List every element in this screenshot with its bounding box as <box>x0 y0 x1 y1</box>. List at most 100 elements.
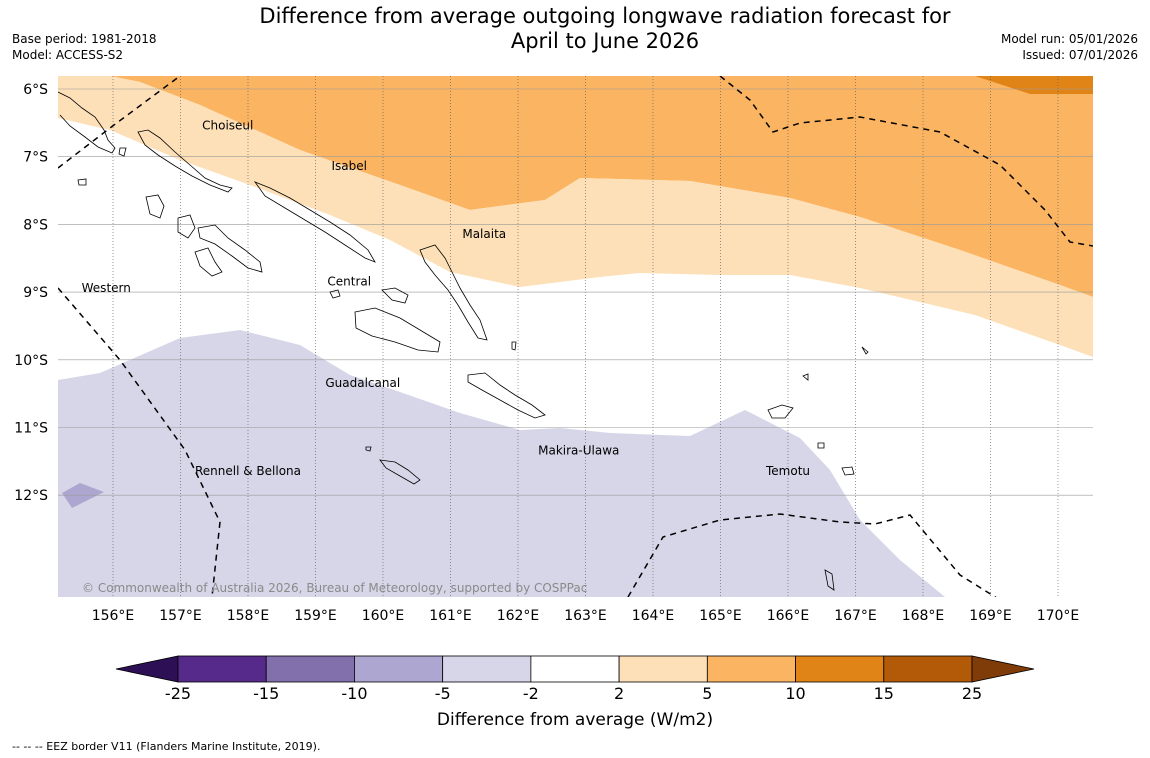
region-2-to-5 <box>58 76 1093 357</box>
province-label: Western <box>82 281 131 295</box>
province-label: Guadalcanal <box>325 376 400 390</box>
colorbar-tick-label: 25 <box>962 684 982 703</box>
lat-tick-label: 6°S <box>23 82 48 98</box>
colorbar-tick-label: 15 <box>874 684 894 703</box>
copyright-notice: © Commonwealth of Australia 2026, Bureau… <box>82 581 587 595</box>
axis-labels: 156°E 157°E 158°E 159°E 160°E 161°E 162°E 163°E… <box>14 82 1079 624</box>
colorbar-segment <box>354 655 444 683</box>
lat-tick-label: 12°S <box>14 488 48 504</box>
gridlines <box>58 76 1093 597</box>
guadalcanal-coast <box>354 307 441 353</box>
region-5-to-10 <box>110 76 1093 297</box>
colorbar-segment <box>177 655 267 683</box>
lat-tick-label: 8°S <box>23 217 48 233</box>
lat-tick-label: 10°S <box>14 353 48 369</box>
lon-tick-label: 159°E <box>294 608 337 624</box>
province-label: Makira-Ulawa <box>538 444 619 458</box>
colorbar-tick-label: 10 <box>785 684 805 703</box>
russell-islands-coast <box>329 289 341 299</box>
title-line-1: Difference from average outgoing longwav… <box>259 4 951 28</box>
vella-lavella-coast <box>145 194 165 219</box>
lon-tick-label: 156°E <box>92 608 135 624</box>
colorbar-segment <box>883 655 973 683</box>
colorbar-segment <box>442 655 532 683</box>
meta-right: Model run: 05/01/2026 Issued: 07/01/2026 <box>1001 31 1138 63</box>
colorbar-segment <box>618 655 708 683</box>
lon-tick-label: 168°E <box>902 608 945 624</box>
eez-legend-note: -- -- -- EEZ border V11 (Flanders Marine… <box>12 740 321 753</box>
model-run: Model run: 05/01/2026 <box>1000 32 1138 46</box>
colorbar-segment <box>706 655 796 683</box>
choiseul-coast <box>137 129 233 193</box>
lat-tick-label: 11°S <box>14 421 48 437</box>
province-label: Central <box>327 274 371 288</box>
title-line-2: April to June 2026 <box>510 29 700 53</box>
colorbar-label: Difference from average (W/m2) <box>436 710 714 730</box>
lon-tick-label: 157°E <box>159 608 202 624</box>
eez-border-north-west <box>58 76 181 169</box>
coastlines <box>58 91 869 591</box>
colorbar-tick-label: -2 <box>523 684 539 703</box>
lon-tick-label: 164°E <box>632 608 675 624</box>
eez-border-north-east <box>719 76 1093 247</box>
base-period: Base period: 1981-2018 <box>12 32 157 46</box>
colorbar-tick-label: -15 <box>253 684 279 703</box>
eez-border-south <box>627 513 997 597</box>
lon-tick-label: 167°E <box>834 608 877 624</box>
map-area: Choiseul Isabel Malaita Western Central Guada… <box>58 76 1093 597</box>
eez-border-west <box>58 287 221 597</box>
province-label: Rennell & Bellona <box>195 464 301 478</box>
lon-tick-label: 166°E <box>767 608 810 624</box>
lon-tick-label: 169°E <box>969 608 1012 624</box>
issued-date: Issued: 07/01/2026 <box>1022 48 1138 62</box>
colorbar-segment <box>530 655 620 683</box>
shortland-coast <box>77 178 87 186</box>
colorbar-segment <box>795 655 885 683</box>
santa-cruz-coast <box>767 404 794 419</box>
lon-tick-label: 160°E <box>362 608 405 624</box>
colorbar-tick-label: -10 <box>341 684 367 703</box>
province-label: Temotu <box>765 464 810 478</box>
meta-left: Base period: 1981-2018 Model: ACCESS-S2 <box>12 31 157 63</box>
colorbar-extend-high <box>971 655 1035 683</box>
lon-tick-label: 162°E <box>497 608 540 624</box>
province-label: Malaita <box>462 227 506 241</box>
malaita-coast <box>419 244 488 341</box>
lon-tick-label: 165°E <box>699 608 742 624</box>
small-malaita-coast <box>511 341 517 351</box>
colorbar-tick-label: -5 <box>435 684 451 703</box>
lon-tick-label: 170°E <box>1037 608 1080 624</box>
bougainville-coast <box>58 91 116 154</box>
colorbar-tick-label: -25 <box>165 684 191 703</box>
duff-islands-coast <box>802 373 809 381</box>
lat-tick-label: 9°S <box>23 285 48 301</box>
makira-coast <box>467 372 546 419</box>
eez-borders <box>58 76 1093 597</box>
chart-title: Difference from average outgoing longwav… <box>250 4 960 54</box>
vanikoro-coast <box>841 466 855 476</box>
region-10-to-15 <box>975 76 1093 94</box>
treasury-coast <box>118 147 127 157</box>
lon-tick-label: 158°E <box>227 608 270 624</box>
model-name: Model: ACCESS-S2 <box>12 48 124 62</box>
colorbar-tick-label: 5 <box>702 684 712 703</box>
province-label: Isabel <box>332 159 367 173</box>
region-minus5-to-minus2 <box>58 330 945 597</box>
colorbar-tick-label: 2 <box>614 684 624 703</box>
province-label: Choiseul <box>202 119 253 133</box>
lon-tick-label: 161°E <box>429 608 472 624</box>
isabel-coast <box>253 181 376 263</box>
florida-islands-coast <box>381 287 409 304</box>
rennell-coast <box>379 459 421 485</box>
colorbar: -25 -15 -10 -5 -2 2 5 10 15 25 <box>115 655 1035 703</box>
new-georgia-coast <box>177 214 263 277</box>
colorbar-extend-low <box>115 655 179 683</box>
lon-tick-label: 163°E <box>564 608 607 624</box>
colorbar-segment <box>265 655 355 683</box>
bellona-coast <box>365 446 372 452</box>
reef-islands-coast <box>861 346 869 355</box>
anuta-coast <box>824 569 835 591</box>
province-labels: Choiseul Isabel Malaita Western Central Guada… <box>82 119 810 478</box>
tikopia-coast <box>817 442 825 449</box>
